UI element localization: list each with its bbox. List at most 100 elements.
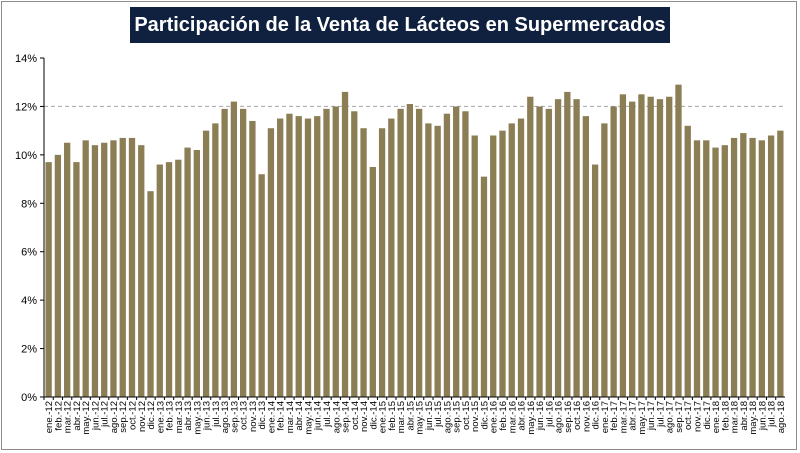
bar-ago.-18	[777, 130, 784, 397]
bar-oct.-17	[684, 125, 691, 398]
x-tick-label: dic.-17	[702, 401, 713, 430]
x-tick-label: abr.-17	[628, 401, 639, 431]
y-tick-label: 14%	[15, 53, 37, 65]
x-tick-label: oct.-12	[127, 401, 138, 430]
x-tick-label: ago.-17	[665, 401, 676, 433]
bar-abr.-12	[73, 162, 80, 397]
bar-nov.-17	[693, 140, 701, 397]
x-axis-ticks: ene.-12feb.-12mar.-12abr.-12may.-12jun.-…	[43, 397, 787, 435]
x-tick-label: jul.-17	[655, 401, 666, 428]
plot-area	[44, 58, 785, 397]
bar-may.-14	[304, 118, 312, 397]
x-tick-label: feb.-17	[609, 401, 620, 431]
bar-mar.-14	[286, 113, 293, 397]
x-tick-label: feb.-18	[720, 401, 731, 431]
bar-abr.-16	[517, 118, 525, 397]
x-tick-label: oct.-13	[239, 401, 250, 430]
bar-dic.-12	[147, 191, 154, 397]
bar-ene.-18	[712, 147, 719, 397]
bar-jun.-17	[647, 96, 654, 398]
bar-dic.-13	[258, 174, 265, 397]
bar-jun.-14	[314, 116, 321, 398]
bar-feb.-15	[388, 118, 395, 397]
x-tick-label: feb.-12	[53, 401, 64, 431]
bar-nov.-14	[360, 128, 367, 397]
bar-jun.-16	[536, 106, 543, 398]
bar-mar.-15	[397, 108, 404, 397]
x-tick-label: dic.-13	[257, 401, 268, 430]
bar-sep.-17	[675, 84, 682, 397]
bar-jul.-16	[545, 108, 552, 397]
bar-sep.-12	[119, 137, 126, 397]
bar-jun.-13	[202, 130, 210, 397]
bar-feb.-12	[54, 154, 62, 397]
x-tick-label: ago.-12	[109, 401, 120, 433]
bar-abr.-15	[406, 104, 414, 397]
x-tick-label: ene.-13	[155, 401, 166, 433]
bar-abr.-13	[184, 147, 191, 397]
x-tick-label: ago.-16	[554, 401, 565, 433]
bar-dic.-16	[591, 164, 599, 397]
x-tick-label: sep.-15	[452, 401, 463, 433]
bar-may.-13	[193, 150, 200, 397]
bar-oct.-14	[351, 111, 358, 398]
x-tick-label: oct.-16	[572, 401, 583, 430]
bar-mar.-12	[64, 142, 71, 397]
bar-ago.-12	[110, 140, 117, 397]
chart-title: Participación de la Venta de Lácteos en …	[130, 7, 670, 43]
x-tick-label: may.-12	[81, 401, 92, 435]
bar-feb.-18	[721, 145, 728, 397]
x-tick-label: dic.-16	[591, 401, 602, 430]
bar-oct.-15	[462, 111, 469, 398]
x-tick-label: may.-18	[748, 401, 759, 435]
bar-feb.-17	[610, 106, 617, 398]
x-tick-label: jul.-12	[100, 401, 111, 428]
bar-sep.-16	[564, 91, 571, 398]
bar-may.-17	[638, 94, 645, 397]
x-tick-label: jun.-15	[424, 401, 435, 431]
x-tick-label: ene.-18	[711, 401, 722, 433]
bar-mar.-17	[619, 94, 627, 397]
x-tick-label: may.-17	[637, 401, 648, 435]
bar-oct.-13	[239, 108, 247, 397]
x-tick-label: ago.-14	[331, 401, 342, 433]
x-tick-label: jun.-18	[757, 401, 768, 431]
bar-mar.-16	[508, 123, 515, 397]
x-tick-label: abr.-13	[183, 401, 194, 431]
x-tick-label: ene.-12	[44, 401, 55, 433]
bar-jul.-15	[434, 125, 441, 398]
bar-oct.-16	[573, 99, 580, 397]
x-tick-label: mar.-16	[507, 401, 518, 433]
bar-may.-12	[82, 140, 89, 397]
bar-sep.-15	[453, 106, 460, 398]
bar-jul.-14	[323, 108, 330, 397]
x-tick-label: may.-16	[526, 401, 537, 435]
y-tick-label: 2%	[21, 344, 37, 356]
x-tick-label: jul.-13	[211, 401, 222, 428]
bars	[45, 84, 784, 398]
x-tick-label: ago.-15	[442, 401, 453, 433]
bar-dic.-17	[703, 140, 710, 397]
x-tick-label: jun.-17	[646, 401, 657, 431]
x-tick-label: feb.-16	[498, 401, 509, 431]
x-tick-label: mar.-13	[174, 401, 185, 433]
x-tick-label: abr.-14	[294, 401, 305, 431]
bar-ene.-12	[45, 162, 52, 397]
x-tick-label: oct.-15	[461, 401, 472, 430]
bar-jul.-13	[212, 123, 219, 397]
bar-mar.-13	[175, 159, 182, 397]
x-tick-label: ene.-16	[489, 401, 500, 433]
x-tick-label: ago.-18	[776, 401, 787, 433]
bar-nov.-13	[249, 120, 256, 398]
plot-background	[44, 58, 785, 397]
x-tick-label: abr.-12	[72, 401, 83, 431]
bar-feb.-13	[165, 162, 173, 397]
x-tick-label: nov.-17	[693, 401, 704, 432]
x-tick-label: mar.-17	[618, 401, 629, 433]
bar-jun.-12	[91, 145, 99, 397]
bar-sep.-14	[341, 91, 349, 398]
x-tick-label: jul.-14	[322, 401, 333, 428]
bar-ago.-15	[443, 113, 451, 397]
x-tick-label: feb.-15	[387, 401, 398, 431]
bar-ene.-16	[490, 135, 497, 398]
